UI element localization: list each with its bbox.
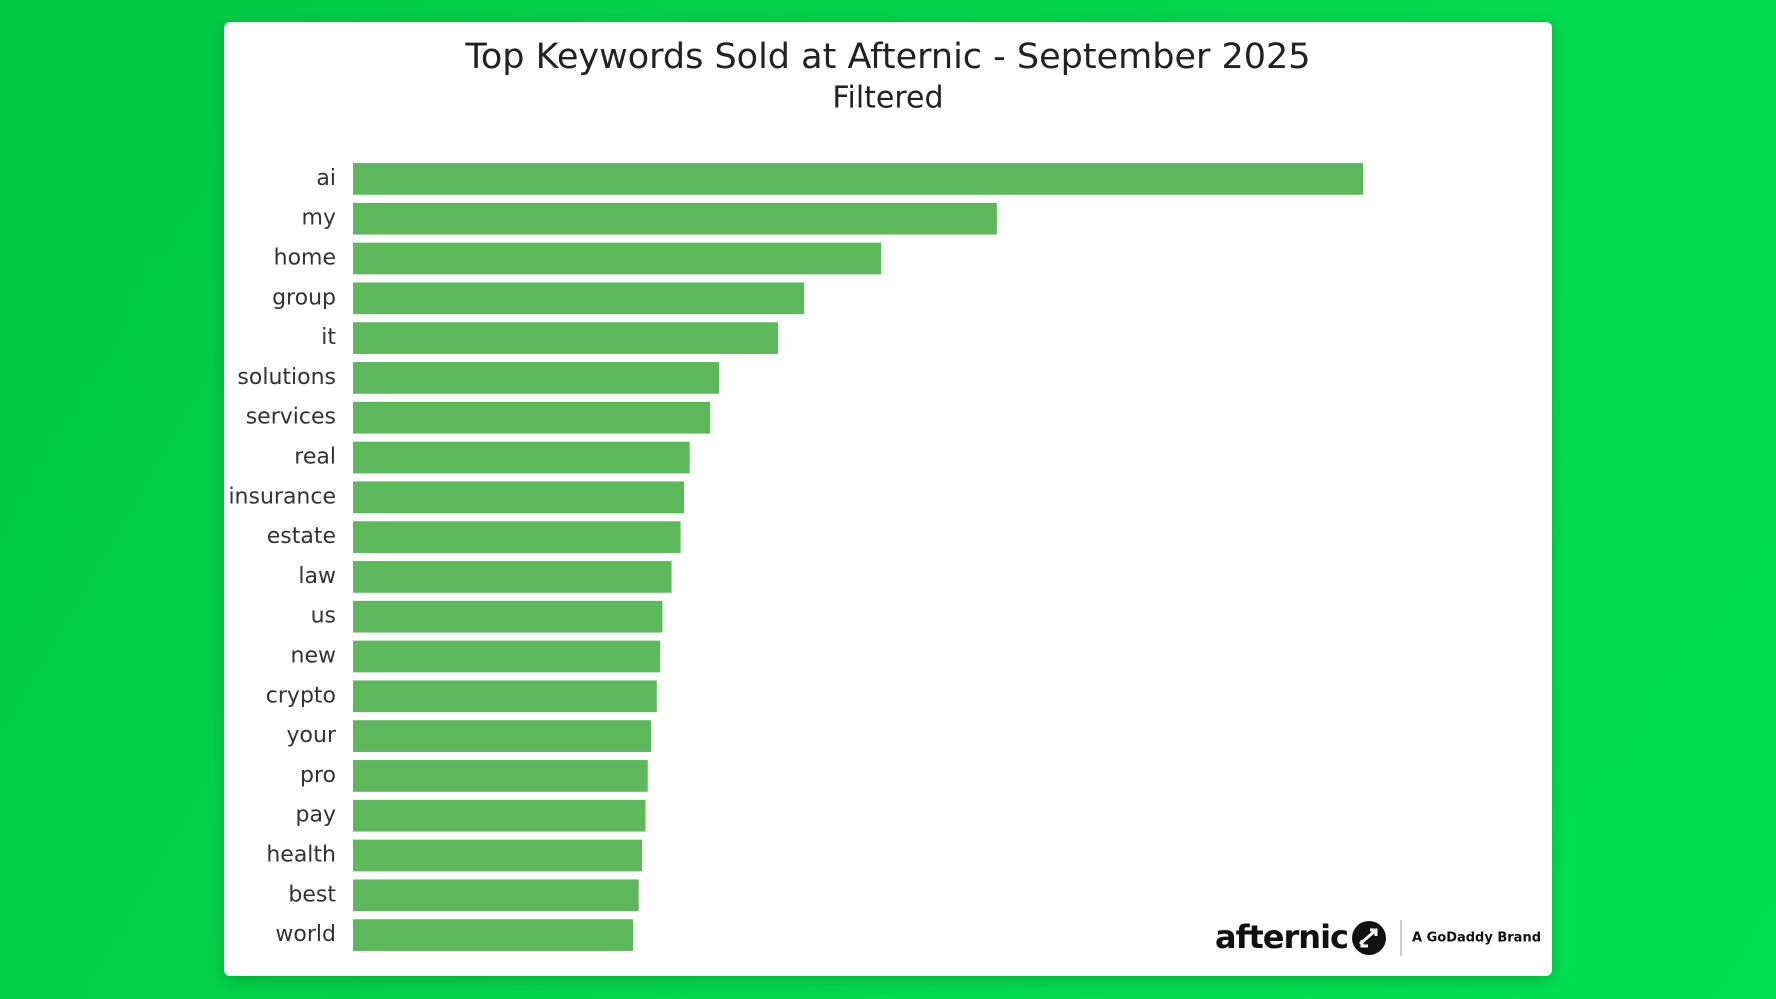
bar	[353, 879, 639, 912]
y-tick-label: new	[291, 644, 336, 669]
bar	[353, 322, 779, 354]
bar	[353, 401, 711, 434]
y-tick-label: home	[274, 246, 336, 271]
bar	[353, 362, 720, 394]
logo-icon-arrows	[1359, 928, 1378, 948]
bar	[353, 282, 805, 315]
bar	[353, 481, 684, 514]
y-tick-label: real	[294, 445, 336, 470]
bar	[353, 919, 633, 951]
y-tick-label: your	[287, 723, 337, 748]
bar	[353, 600, 663, 633]
bar	[353, 640, 661, 673]
bar	[353, 760, 648, 792]
y-tick-label: pay	[296, 803, 336, 828]
y-tick-label: pro	[300, 763, 336, 788]
bar	[353, 202, 997, 235]
bar	[353, 163, 1363, 195]
y-tick-label: estate	[267, 524, 336, 549]
bar	[353, 521, 681, 553]
y-tick-label: insurance	[228, 484, 336, 509]
logo-brand: afternic	[1215, 918, 1348, 956]
chart-subtitle: Filtered	[832, 81, 943, 116]
bar	[353, 441, 690, 474]
bar	[353, 799, 646, 832]
logo-tagline: A GoDaddy Brand	[1412, 931, 1541, 946]
y-tick-label: solutions	[237, 365, 336, 390]
y-tick-label: best	[288, 882, 336, 907]
bar	[353, 561, 672, 593]
bar	[353, 680, 657, 713]
y-tick-label: world	[275, 922, 336, 947]
y-tick-label: my	[302, 206, 336, 231]
y-tick-label: law	[298, 564, 336, 589]
chart-title: Top Keywords Sold at Afternic - Septembe…	[464, 37, 1310, 77]
y-tick-label: health	[266, 843, 336, 868]
y-tick-label: services	[246, 405, 336, 430]
bar	[353, 839, 643, 872]
y-tick-label: us	[311, 604, 336, 629]
y-tick-label: group	[272, 285, 336, 310]
y-tick-label: crypto	[266, 683, 336, 708]
bar	[353, 720, 652, 752]
bar	[353, 242, 882, 275]
y-tick-label: it	[321, 325, 336, 350]
y-tick-label: ai	[316, 166, 336, 191]
